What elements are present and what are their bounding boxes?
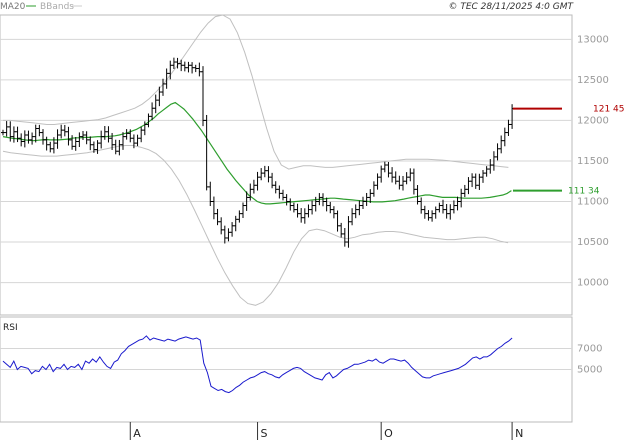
price-y-tick-label: 12500 <box>577 75 609 86</box>
rsi-title: RSI <box>3 323 18 333</box>
x-tick-label: S <box>261 427 268 440</box>
price-y-tick-label: 11000 <box>577 196 609 207</box>
ohlc-bars <box>1 57 515 248</box>
legend-ma20-label: MA20 <box>0 2 26 12</box>
price-panel-frame <box>0 14 573 316</box>
last-price-marker-label: 121 45 <box>593 105 625 115</box>
x-ticks: ASOND <box>129 422 523 440</box>
bbands-upper-line <box>3 14 509 170</box>
price-y-ticks: 10000 10500 11000 11500 12000 12500 13000 <box>577 34 609 288</box>
x-axis: ASOND <box>0 421 572 440</box>
price-y-tick-label: 11500 <box>577 156 609 167</box>
rsi-line <box>2 335 513 394</box>
ma20-line <box>2 101 512 205</box>
bbands-lower-line <box>2 145 509 306</box>
rsi-y-tick-label: 7000 <box>577 344 602 355</box>
x-tick-label: O <box>384 427 393 440</box>
x-tick-label: A <box>133 427 141 440</box>
rsi-panel: RSI 5000 7000 <box>0 316 602 423</box>
legend-bbands-label: BBands <box>40 2 74 12</box>
last-price-marker: 121 45 <box>513 105 625 115</box>
rsi-gridlines <box>0 348 572 370</box>
price-panel: 10000 10500 11000 11500 12000 12500 13000 121 … <box>0 14 625 316</box>
x-tick-label: N <box>515 427 523 440</box>
ma-value-marker-label: 111 34 <box>568 187 600 197</box>
price-y-tick-label: 13000 <box>577 34 609 45</box>
price-y-tick-label: 10000 <box>577 278 609 289</box>
price-y-tick-label: 10500 <box>577 237 609 248</box>
copyright-text: © TEC 28/11/2025 4:0 GMT <box>448 2 574 12</box>
rsi-y-tick-label: 5000 <box>577 365 602 376</box>
rsi-y-ticks: 5000 7000 <box>577 344 602 376</box>
header-legend: MA20 BBands © TEC 28/11/2025 4:0 GMT <box>0 2 574 12</box>
price-y-tick-label: 12000 <box>577 115 609 126</box>
ma-value-marker: 111 34 <box>513 187 600 197</box>
